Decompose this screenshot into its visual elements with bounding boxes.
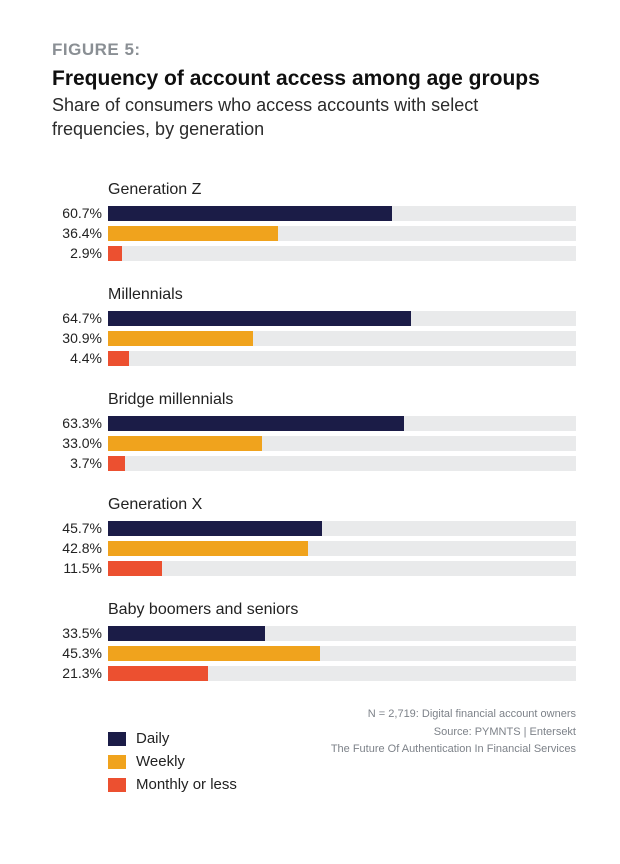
- source-block: N = 2,719: Digital financial account own…: [331, 706, 576, 759]
- bar-fill: [108, 226, 278, 241]
- bar-track: [108, 521, 576, 536]
- group-label: Generation X: [108, 496, 576, 514]
- bar-track: [108, 351, 576, 366]
- bar-row: 33.5%: [52, 625, 576, 642]
- bar-track: [108, 311, 576, 326]
- bar-fill: [108, 666, 208, 681]
- bar-row: 42.8%: [52, 540, 576, 557]
- group-label: Bridge millennials: [108, 391, 576, 409]
- bar-fill: [108, 541, 308, 556]
- group-label: Baby boomers and seniors: [108, 601, 576, 619]
- bar-fill: [108, 456, 125, 471]
- chart-group: Millennials64.7% 30.9% 4.4%: [52, 286, 576, 367]
- source-line: N = 2,719: Digital financial account own…: [331, 706, 576, 724]
- bar-track: [108, 206, 576, 221]
- bar-value-label: 60.7%: [52, 205, 108, 222]
- bar-row: 60.7%: [52, 205, 576, 222]
- bar-value-label: 63.3%: [52, 415, 108, 432]
- legend-swatch: [108, 778, 126, 792]
- legend-label: Monthly or less: [136, 776, 237, 793]
- bar-value-label: 2.9%: [52, 245, 108, 262]
- bar-row: 3.7%: [52, 455, 576, 472]
- bar-row: 2.9%: [52, 245, 576, 262]
- legend: Daily Weekly Monthly or less: [108, 730, 237, 799]
- chart-group: Generation X45.7% 42.8% 11.5%: [52, 496, 576, 577]
- bar-track: [108, 456, 576, 471]
- figure-container: FIGURE 5: Frequency of account access am…: [0, 0, 620, 864]
- bar-track: [108, 646, 576, 661]
- bar-track: [108, 246, 576, 261]
- bar-fill: [108, 626, 265, 641]
- figure-title: Frequency of account access among age gr…: [52, 66, 576, 92]
- legend-item: Weekly: [108, 753, 237, 770]
- bar-fill: [108, 311, 411, 326]
- bar-fill: [108, 331, 253, 346]
- chart-group: Baby boomers and seniors33.5% 45.3% 21.3%: [52, 601, 576, 682]
- bar-row: 11.5%: [52, 560, 576, 577]
- bar-row: 4.4%: [52, 350, 576, 367]
- chart-group: Generation Z60.7% 36.4% 2.9%: [52, 181, 576, 262]
- source-line: The Future Of Authentication In Financia…: [331, 741, 576, 759]
- group-label: Generation Z: [108, 181, 576, 199]
- figure-subtitle: Share of consumers who access accounts w…: [52, 94, 576, 141]
- source-line: Source: PYMNTS | Entersekt: [331, 724, 576, 742]
- bar-row: 36.4%: [52, 225, 576, 242]
- figure-label: FIGURE 5:: [52, 40, 576, 60]
- bar-value-label: 3.7%: [52, 455, 108, 472]
- bar-track: [108, 331, 576, 346]
- bar-fill: [108, 416, 404, 431]
- bar-row: 64.7%: [52, 310, 576, 327]
- figure-footer: N = 2,719: Digital financial account own…: [52, 706, 576, 826]
- bar-value-label: 21.3%: [52, 665, 108, 682]
- bar-row: 30.9%: [52, 330, 576, 347]
- bar-fill: [108, 206, 392, 221]
- bar-value-label: 11.5%: [52, 560, 108, 577]
- chart-group: Bridge millennials63.3% 33.0% 3.7%: [52, 391, 576, 472]
- bar-row: 21.3%: [52, 665, 576, 682]
- bar-track: [108, 436, 576, 451]
- bar-chart: Generation Z60.7% 36.4% 2.9% Millennials64.…: [52, 181, 576, 682]
- bar-value-label: 30.9%: [52, 330, 108, 347]
- bar-value-label: 45.3%: [52, 645, 108, 662]
- bar-track: [108, 626, 576, 641]
- bar-track: [108, 541, 576, 556]
- bar-track: [108, 416, 576, 431]
- bar-value-label: 33.0%: [52, 435, 108, 452]
- bar-fill: [108, 436, 262, 451]
- legend-swatch: [108, 755, 126, 769]
- bar-fill: [108, 246, 122, 261]
- legend-swatch: [108, 732, 126, 746]
- bar-value-label: 36.4%: [52, 225, 108, 242]
- bar-track: [108, 226, 576, 241]
- bar-fill: [108, 521, 322, 536]
- legend-label: Weekly: [136, 753, 185, 770]
- bar-fill: [108, 351, 129, 366]
- bar-fill: [108, 646, 320, 661]
- legend-item: Monthly or less: [108, 776, 237, 793]
- bar-row: 33.0%: [52, 435, 576, 452]
- legend-item: Daily: [108, 730, 237, 747]
- bar-track: [108, 666, 576, 681]
- bar-value-label: 33.5%: [52, 625, 108, 642]
- bar-value-label: 45.7%: [52, 520, 108, 537]
- bar-value-label: 42.8%: [52, 540, 108, 557]
- bar-value-label: 64.7%: [52, 310, 108, 327]
- bar-value-label: 4.4%: [52, 350, 108, 367]
- bar-row: 45.7%: [52, 520, 576, 537]
- legend-label: Daily: [136, 730, 169, 747]
- group-label: Millennials: [108, 286, 576, 304]
- bar-row: 45.3%: [52, 645, 576, 662]
- bar-track: [108, 561, 576, 576]
- bar-row: 63.3%: [52, 415, 576, 432]
- bar-fill: [108, 561, 162, 576]
